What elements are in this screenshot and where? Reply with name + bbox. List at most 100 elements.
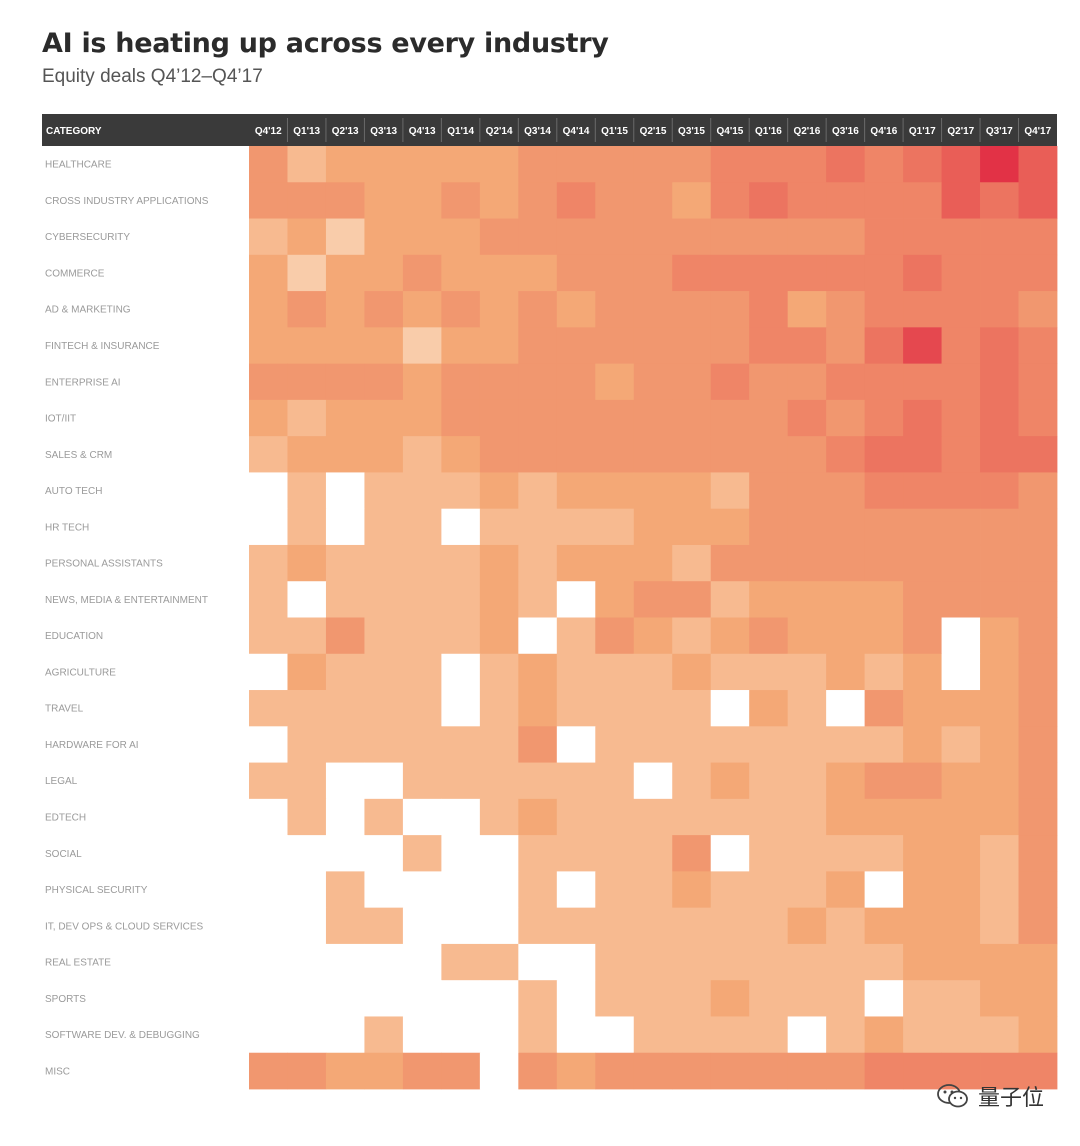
heatmap-cell (787, 508, 827, 546)
heatmap-cell (441, 1052, 481, 1090)
column-label: Q1'13 (293, 126, 320, 137)
heatmap-cell (710, 907, 750, 945)
heatmap-cell (364, 544, 404, 582)
heatmap-cell (980, 218, 1019, 256)
heatmap-cell (518, 617, 558, 655)
heatmap-cell (864, 544, 904, 582)
heatmap-cell (787, 544, 827, 582)
heatmap-cell (364, 146, 404, 183)
heatmap-cell (864, 1052, 904, 1090)
heatmap-cell (633, 544, 673, 582)
heatmap-cell (980, 291, 1019, 328)
heatmap-cell (749, 798, 789, 836)
heatmap-cell (941, 726, 981, 763)
column-label: Q2'13 (332, 126, 359, 137)
heatmap-cell (903, 399, 942, 437)
heatmap-cell (864, 399, 904, 437)
row-label: EDTECH (45, 812, 86, 823)
column-label: Q3'16 (832, 126, 859, 137)
column-label: Q4'16 (870, 126, 897, 137)
heatmap-cell (864, 218, 904, 256)
heatmap-cell (249, 798, 288, 836)
heatmap-cell (941, 1016, 981, 1054)
heatmap-cell (941, 980, 981, 1017)
heatmap-cell (402, 472, 442, 510)
heatmap-cell (633, 798, 673, 836)
heatmap-cell (556, 943, 596, 981)
heatmap-cell (864, 690, 904, 727)
heatmap-cell (402, 943, 442, 981)
heatmap-cell (980, 943, 1019, 981)
heatmap-cell (287, 617, 327, 655)
heatmap-cell (325, 399, 365, 437)
heatmap-cell (287, 291, 327, 328)
watermark: 量子位 (936, 1080, 1044, 1112)
heatmap-cell (787, 762, 827, 800)
heatmap-cell (749, 762, 789, 800)
column-label: Q4'15 (717, 126, 744, 137)
heatmap-cell (633, 472, 673, 510)
heatmap-cell (633, 726, 673, 763)
heatmap-cell (364, 690, 404, 727)
heatmap-cell (787, 871, 827, 909)
heatmap-cell (633, 291, 673, 328)
heatmap-cell (556, 726, 596, 763)
heatmap-cell (672, 436, 712, 473)
heatmap-cell (518, 399, 558, 437)
heatmap-cell (903, 798, 942, 836)
heatmap-cell (441, 762, 481, 800)
heatmap-cell (325, 835, 365, 872)
heatmap-cell (518, 835, 558, 872)
heatmap-cell (749, 363, 789, 401)
heatmap-cell (287, 1052, 327, 1090)
row-label: LEGAL (45, 776, 78, 787)
heatmap-cell (249, 544, 288, 582)
heatmap-cell (364, 726, 404, 763)
heatmap-cell (633, 182, 673, 219)
heatmap-cell (441, 544, 481, 582)
heatmap-cell (903, 472, 942, 510)
heatmap-cell (864, 835, 904, 872)
heatmap-cell (402, 907, 442, 945)
heatmap-cell (864, 182, 904, 219)
heatmap-cell (672, 943, 712, 981)
heatmap-cell (749, 218, 789, 256)
heatmap-cell (903, 363, 942, 401)
heatmap-cell (941, 508, 981, 546)
heatmap-cell (749, 726, 789, 763)
heatmap-cell (249, 871, 288, 909)
heatmap-cell (595, 798, 635, 836)
heatmap-cell (364, 871, 404, 909)
heatmap-cell (710, 980, 750, 1017)
row-label: PERSONAL ASSISTANTS (45, 559, 163, 570)
heatmap-cell (441, 182, 481, 219)
heatmap-cell (749, 436, 789, 473)
heatmap-cell (441, 798, 481, 836)
heatmap-cell (402, 798, 442, 836)
heatmap-cell (672, 907, 712, 945)
heatmap-cell (749, 690, 789, 727)
heatmap-cell (1018, 146, 1058, 183)
heatmap-cell (633, 218, 673, 256)
heatmap-cell (864, 472, 904, 510)
heatmap-cell (941, 146, 981, 183)
heatmap-cell (479, 146, 519, 183)
heatmap-cell (710, 363, 750, 401)
heatmap-cell (287, 218, 327, 256)
heatmap-cell (980, 617, 1019, 655)
heatmap-cell (864, 943, 904, 981)
heatmap-cell (749, 182, 789, 219)
heatmap-cell (287, 436, 327, 473)
heatmap-cell (787, 798, 827, 836)
heatmap-cell (479, 436, 519, 473)
heatmap-cell (287, 327, 327, 365)
heatmap-cell (364, 798, 404, 836)
heatmap-cell (518, 726, 558, 763)
heatmap-cell (364, 327, 404, 365)
heatmap-cell (941, 762, 981, 800)
column-label: Q2'15 (640, 126, 667, 137)
heatmap-cell (325, 544, 365, 582)
heatmap-cell (941, 907, 981, 945)
heatmap-cell (402, 399, 442, 437)
column-label: Q4'17 (1024, 126, 1051, 137)
